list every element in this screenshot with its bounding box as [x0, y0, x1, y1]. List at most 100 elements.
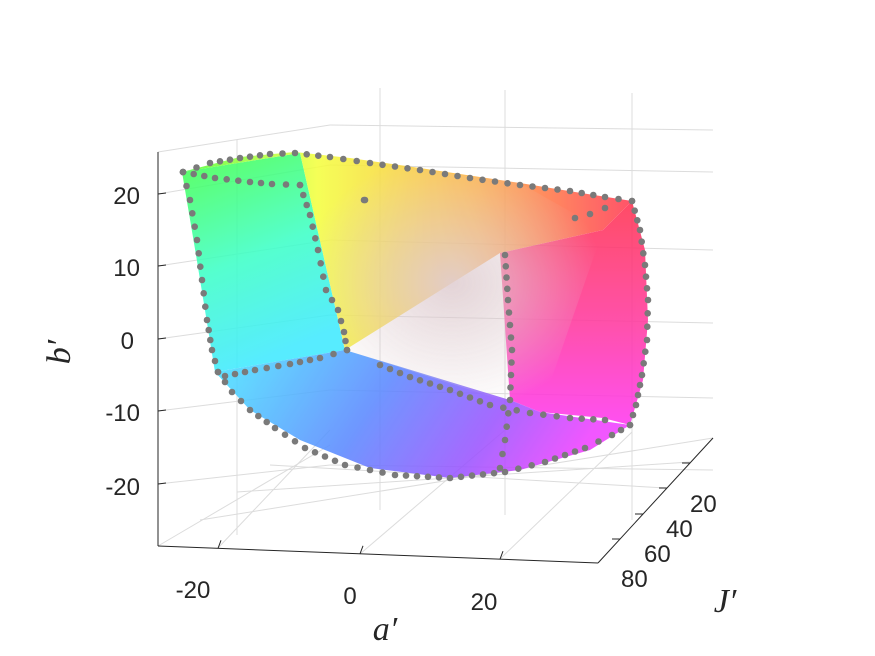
- y-tick-label: 20: [690, 491, 717, 518]
- grid-line: [157, 444, 331, 547]
- boundary-point: [314, 246, 322, 254]
- boundary-point: [526, 409, 534, 417]
- z-tick-label: -20: [105, 474, 140, 501]
- boundary-point: [540, 411, 547, 419]
- boundary-point: [601, 204, 609, 212]
- boundary-point: [590, 416, 597, 423]
- boundary-point: [508, 346, 516, 354]
- z-tick-label: -10: [105, 400, 140, 427]
- boundary-point: [644, 310, 651, 317]
- boundary-point: [578, 415, 585, 423]
- boundary-point: [507, 334, 515, 341]
- tick-marks: [157, 192, 690, 560]
- boundary-point: [566, 187, 574, 195]
- surface-bottom-face: [215, 350, 630, 478]
- z-tick-label: 0: [121, 328, 134, 355]
- y-tick-label: 80: [621, 566, 648, 593]
- boundary-point: [317, 260, 325, 267]
- boundary-point: [644, 296, 652, 304]
- boundary-point: [205, 326, 212, 334]
- boundary-point: [404, 165, 411, 172]
- surface-left-face: [182, 153, 345, 372]
- boundary-point: [426, 380, 434, 387]
- boundary-point: [641, 261, 649, 269]
- boundary-point: [221, 378, 229, 386]
- boundary-point: [601, 193, 609, 201]
- boundary-point: [466, 394, 474, 401]
- boundary-point: [491, 178, 499, 185]
- boundary-point: [424, 473, 432, 481]
- boundary-point: [300, 191, 307, 199]
- boundary-point: [203, 316, 211, 324]
- boundary-point: [312, 235, 319, 242]
- boundary-point: [322, 286, 330, 294]
- grid-line: [269, 464, 666, 489]
- boundary-point: [241, 368, 249, 376]
- boundary-point: [541, 458, 549, 466]
- boundary-point: [496, 464, 504, 472]
- boundary-point: [479, 471, 487, 478]
- boundary-point: [330, 350, 337, 358]
- boundary-point: [186, 196, 194, 204]
- boundary-point: [505, 410, 512, 417]
- grid-line: [329, 124, 714, 131]
- boundary-point: [561, 451, 569, 459]
- boundary-point: [190, 170, 197, 178]
- boundary-point: [516, 181, 524, 189]
- boundary-point: [402, 472, 410, 479]
- y-axis-title: J′: [714, 583, 737, 620]
- boundary-point: [642, 348, 649, 356]
- boundary-point: [416, 377, 424, 384]
- boundary-point: [554, 186, 561, 193]
- boundary-point: [642, 273, 650, 281]
- boundary-point: [279, 150, 286, 157]
- boundary-point: [311, 449, 319, 456]
- boundary-point: [513, 407, 520, 414]
- boundary-point: [221, 372, 229, 380]
- boundary-point: [223, 176, 230, 183]
- z-tick-mark: [157, 409, 167, 412]
- boundary-point: [391, 163, 399, 170]
- boundary-point: [306, 211, 314, 219]
- boundary-point: [640, 360, 647, 367]
- boundary-point: [634, 217, 641, 224]
- x-axis-title: a′: [373, 611, 398, 648]
- boundary-point: [615, 195, 622, 203]
- boundary-point: [256, 152, 264, 159]
- x-tick-label: 0: [343, 583, 356, 610]
- boundary-point: [553, 413, 560, 420]
- boundary-point: [301, 444, 309, 452]
- boundary-point: [360, 196, 368, 204]
- boundary-point: [466, 174, 474, 182]
- boundary-point: [486, 401, 494, 409]
- boundary-point: [501, 436, 509, 444]
- y-tick-label: 60: [644, 541, 671, 568]
- boundary-point: [197, 263, 204, 271]
- boundary-point: [193, 164, 200, 171]
- z-tick-mark: [157, 337, 167, 340]
- axes: [157, 152, 714, 564]
- z-tick-mark: [157, 482, 167, 485]
- grid-line: [157, 124, 331, 153]
- boundary-point: [206, 159, 214, 167]
- boundary-point: [416, 166, 424, 174]
- boundary-point: [636, 226, 644, 234]
- boundary-point: [340, 155, 347, 163]
- boundary-point: [303, 151, 311, 158]
- boundary-point: [263, 418, 271, 426]
- grid-line: [199, 437, 714, 521]
- boundary-point: [316, 354, 324, 362]
- boundary-points: [179, 149, 652, 482]
- x-tick-label: 20: [471, 589, 498, 616]
- boundary-point: [226, 156, 234, 163]
- boundary-point: [644, 323, 651, 331]
- boundary-point: [638, 238, 645, 245]
- boundary-point: [506, 396, 514, 404]
- boundary-point: [571, 448, 579, 455]
- boundary-point: [507, 384, 514, 391]
- z-tick-mark: [157, 192, 167, 195]
- boundary-point: [334, 306, 342, 314]
- boundary-point: [643, 285, 651, 292]
- boundary-point: [638, 371, 646, 379]
- boundary-point: [631, 207, 638, 214]
